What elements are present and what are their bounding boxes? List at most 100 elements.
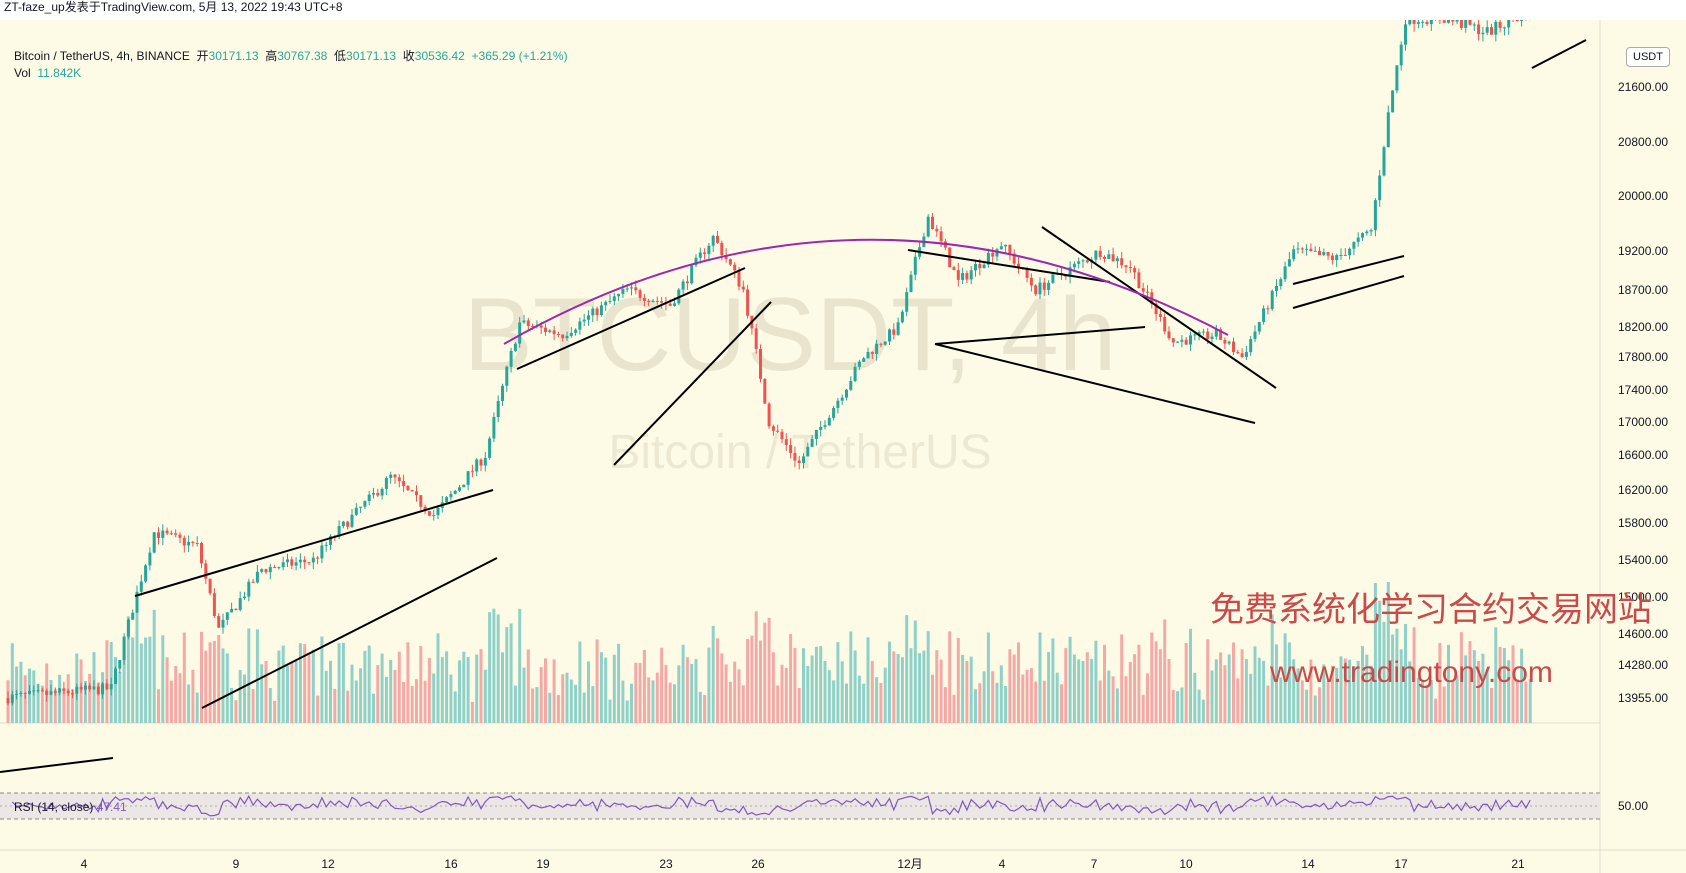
candle-body <box>767 403 771 427</box>
candle-body <box>651 300 655 302</box>
price-tick-label: 14600.00 <box>1618 627 1668 641</box>
candle-body <box>380 488 384 496</box>
candle-body <box>1459 20 1463 28</box>
candle-body <box>638 290 642 298</box>
volume-label[interactable]: Vol <box>14 66 31 80</box>
volume-bar <box>612 654 616 723</box>
price-tick-label: 21600.00 <box>1618 80 1668 94</box>
candle-body <box>879 343 883 345</box>
candle-body <box>432 515 436 517</box>
volume-bar <box>883 667 887 723</box>
candle-body <box>1408 20 1412 25</box>
volume-bar <box>402 681 406 723</box>
volume-bar <box>234 700 238 723</box>
volume-bar <box>677 665 681 723</box>
candle-body <box>1520 20 1524 22</box>
volume-bar <box>1167 659 1171 723</box>
candle-body <box>1498 21 1502 28</box>
volume-bar <box>191 669 195 723</box>
candle-body <box>982 264 986 269</box>
candle-body <box>1416 22 1420 24</box>
volume-bar <box>341 642 345 723</box>
volume-bar <box>668 682 672 723</box>
volume-bar <box>294 661 298 723</box>
candle-body <box>212 593 216 617</box>
candle-body <box>1404 24 1407 45</box>
candle-body <box>1068 267 1072 277</box>
volume-value: 11.842K <box>37 66 82 80</box>
volume-bar <box>935 650 939 723</box>
trendline <box>934 326 1146 345</box>
volume-bar <box>845 683 848 723</box>
volume-bar <box>165 657 169 723</box>
candle-body <box>298 559 302 563</box>
candle-body <box>1425 21 1429 25</box>
volume-bar <box>32 670 36 723</box>
volume-bar <box>1176 691 1180 723</box>
volume-bar <box>1077 659 1081 723</box>
rsi-legend[interactable]: RSI (14, close) 47.41 <box>14 800 127 814</box>
volume-bar <box>943 687 947 723</box>
volume-bar <box>1180 687 1184 723</box>
candle-body <box>1455 20 1459 22</box>
candle-body <box>630 287 633 289</box>
volume-bar <box>539 667 543 723</box>
candle-body <box>1348 248 1352 256</box>
candle-body <box>483 457 487 466</box>
volume-bar <box>900 657 904 723</box>
volume-bar <box>1408 661 1412 723</box>
candle-body <box>1477 24 1481 35</box>
price-tick-label: 15800.00 <box>1618 516 1668 530</box>
volume-bar <box>71 689 74 723</box>
volume-bar <box>230 687 234 723</box>
candle-body <box>225 612 229 620</box>
time-tick-label: 23 <box>659 857 673 871</box>
volume-bar <box>513 685 517 723</box>
volume-bar <box>853 650 857 723</box>
volume-bar <box>1107 670 1111 723</box>
candle-body <box>1373 200 1377 231</box>
candle-body <box>759 348 762 379</box>
volume-bar <box>587 661 590 723</box>
candle-body <box>294 562 298 566</box>
candle-body <box>118 659 122 669</box>
candle-body <box>1047 282 1051 290</box>
candle-body <box>1158 314 1162 317</box>
volume-bar <box>1451 679 1455 723</box>
volume-bar <box>161 635 165 723</box>
volume-bar <box>1378 600 1382 723</box>
candle-body <box>909 274 913 293</box>
candle-body <box>707 245 711 255</box>
price-tick-label: 18200.00 <box>1618 320 1668 334</box>
currency-badge[interactable]: USDT <box>1626 47 1670 67</box>
candle-body <box>1146 291 1149 293</box>
rsi-line <box>11 794 1531 817</box>
volume-bar <box>655 672 659 723</box>
high-label: 高 <box>265 49 278 63</box>
candle-body <box>1468 20 1472 25</box>
volume-bar <box>771 652 775 723</box>
candle-body <box>389 474 393 478</box>
candle-body <box>660 301 664 303</box>
volume-bar <box>1339 656 1343 723</box>
candle-body <box>780 431 784 440</box>
volume-bar <box>492 608 496 723</box>
volume-bar <box>1236 678 1240 723</box>
candle-body <box>419 495 423 507</box>
candle-body <box>114 668 117 684</box>
volume-bar <box>896 654 900 723</box>
candle-body <box>161 530 165 538</box>
candle-body <box>303 559 307 563</box>
volume-bar <box>1227 654 1231 723</box>
symbol-title[interactable]: Bitcoin / TetherUS, 4h, BINANCE <box>14 49 190 63</box>
chart-area[interactable]: BTCUSDT, 4h Bitcoin / TetherUS 21600.00 20… <box>0 20 1686 873</box>
candle-body <box>1085 260 1089 263</box>
time-tick-label: 26 <box>751 857 765 871</box>
volume-bar <box>1214 659 1218 723</box>
volume-bar <box>1494 627 1498 723</box>
volume-bar <box>1416 677 1420 723</box>
volume-bar <box>1111 676 1115 723</box>
volume-bar <box>62 688 66 723</box>
candle-body <box>857 361 861 367</box>
